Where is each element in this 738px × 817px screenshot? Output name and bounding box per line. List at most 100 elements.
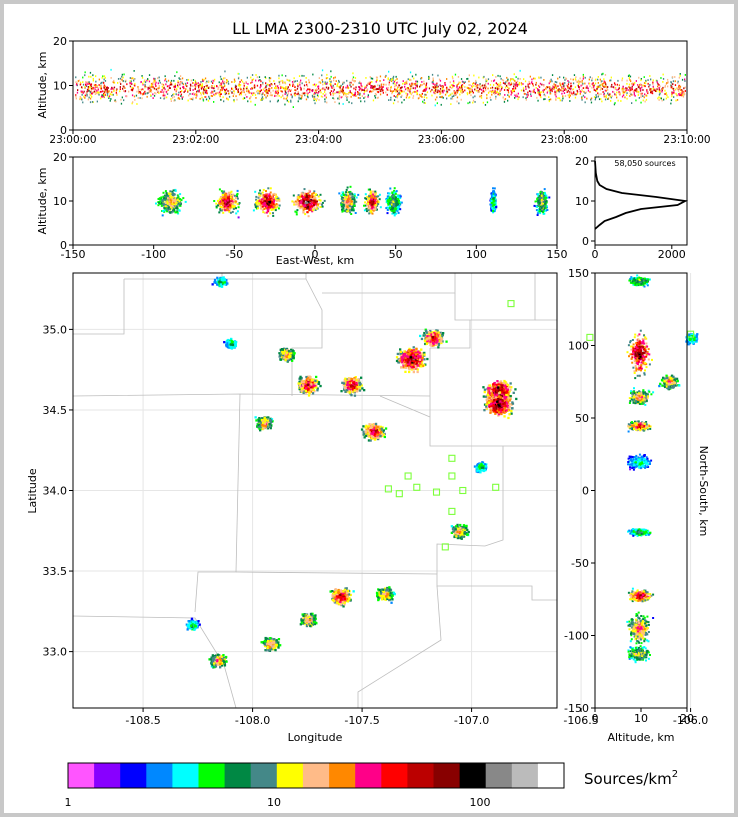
east-west-source-point xyxy=(374,205,377,208)
time-source-point xyxy=(480,97,483,99)
time-source-point xyxy=(549,89,552,92)
time-source-point xyxy=(130,82,132,85)
time-source-point xyxy=(197,90,199,92)
east-west-source-point xyxy=(263,194,266,197)
east-west-source-point xyxy=(540,206,543,209)
east-west-source-point xyxy=(258,204,261,207)
time-source-point xyxy=(532,84,534,87)
east-west-source-point xyxy=(366,202,368,205)
time-source-point xyxy=(113,81,116,84)
time-source-point xyxy=(277,89,280,91)
east-west-source-point xyxy=(393,199,396,202)
time-source-point xyxy=(104,80,107,82)
time-source-point xyxy=(531,78,533,81)
east-west-source-point xyxy=(352,209,355,212)
time-source-point xyxy=(510,90,512,93)
east-west-source-point xyxy=(352,207,355,210)
time-source-point xyxy=(211,95,213,97)
time-source-point xyxy=(682,93,684,95)
east-west-source-point xyxy=(348,197,351,200)
east-west-source-point xyxy=(349,190,352,193)
time-source-point xyxy=(552,85,554,87)
time-source-point xyxy=(479,83,481,85)
east-west-source-point xyxy=(258,192,261,195)
time-source-point xyxy=(250,82,252,84)
time-source-point xyxy=(561,92,563,95)
time-source-point xyxy=(371,81,373,83)
time-source-point xyxy=(634,94,636,97)
east-west-source-point xyxy=(215,202,218,205)
time-source-point xyxy=(308,79,310,81)
east-west-source-point xyxy=(396,209,399,212)
time-source-point xyxy=(582,73,584,76)
time-source-point xyxy=(395,90,397,93)
time-source-point xyxy=(280,96,282,99)
time-source-point xyxy=(211,85,213,87)
time-source-point xyxy=(514,80,516,82)
time-source-point xyxy=(439,88,442,90)
time-source-point xyxy=(436,96,438,99)
time-source-point xyxy=(243,82,245,85)
east-west-source-point xyxy=(231,210,234,213)
east-west-source-point xyxy=(315,207,318,210)
time-source-point xyxy=(252,94,254,96)
time-source-point xyxy=(434,98,437,101)
east-west-source-point xyxy=(267,187,270,190)
time-source-point xyxy=(79,96,81,98)
time-source-point xyxy=(567,94,569,97)
east-west-source-point xyxy=(316,200,318,203)
east-west-source-point xyxy=(157,198,160,200)
time-source-point xyxy=(144,81,147,83)
east-west-source-point xyxy=(171,209,174,212)
time-source-point xyxy=(175,90,177,92)
time-source-point xyxy=(237,72,239,75)
time-source-point xyxy=(351,93,353,96)
east-west-source-point xyxy=(233,199,235,202)
time-source-point xyxy=(100,97,102,100)
time-source-point xyxy=(286,96,288,99)
time-source-point xyxy=(435,84,437,86)
time-source-point xyxy=(575,76,577,79)
east-west-source-point xyxy=(219,207,222,210)
time-source-point xyxy=(128,90,130,93)
time-source-point xyxy=(549,86,551,89)
time-source-point xyxy=(84,97,86,99)
time-source-point xyxy=(567,89,569,92)
time-source-point xyxy=(524,80,527,83)
time-source-point xyxy=(442,96,444,99)
time-source-point xyxy=(377,84,379,87)
east-west-source-point xyxy=(393,205,396,208)
time-source-point xyxy=(205,92,208,94)
time-source-point xyxy=(179,83,181,86)
time-source-point xyxy=(131,88,134,91)
time-source-point xyxy=(193,92,195,95)
east-west-source-point xyxy=(364,204,367,207)
time-source-point xyxy=(409,83,411,86)
time-source-point xyxy=(480,94,483,97)
time-source-point xyxy=(436,86,438,89)
east-west-source-point xyxy=(265,194,268,197)
time-source-point xyxy=(240,93,242,96)
time-source-point xyxy=(325,77,328,80)
time-source-point xyxy=(152,85,154,88)
east-west-source-point xyxy=(232,193,235,196)
time-source-point xyxy=(227,80,229,83)
time-source-point xyxy=(674,84,677,86)
time-source-point xyxy=(146,95,148,98)
time-source-point xyxy=(378,88,380,91)
time-source-point xyxy=(165,83,167,86)
time-source-point xyxy=(360,84,362,87)
east-west-source-point xyxy=(299,195,302,198)
time-source-point xyxy=(139,97,141,99)
time-source-point xyxy=(487,82,489,85)
time-source-point xyxy=(563,92,566,94)
time-source-point xyxy=(314,92,316,94)
east-west-source-point xyxy=(387,203,390,206)
time-source-point xyxy=(523,78,525,80)
east-west-source-point xyxy=(537,197,540,200)
time-source-point xyxy=(616,88,618,91)
east-west-source-point xyxy=(223,204,226,207)
time-tick-label: 23:02:00 xyxy=(172,134,219,146)
time-source-point xyxy=(353,87,355,90)
time-source-point xyxy=(460,98,462,101)
